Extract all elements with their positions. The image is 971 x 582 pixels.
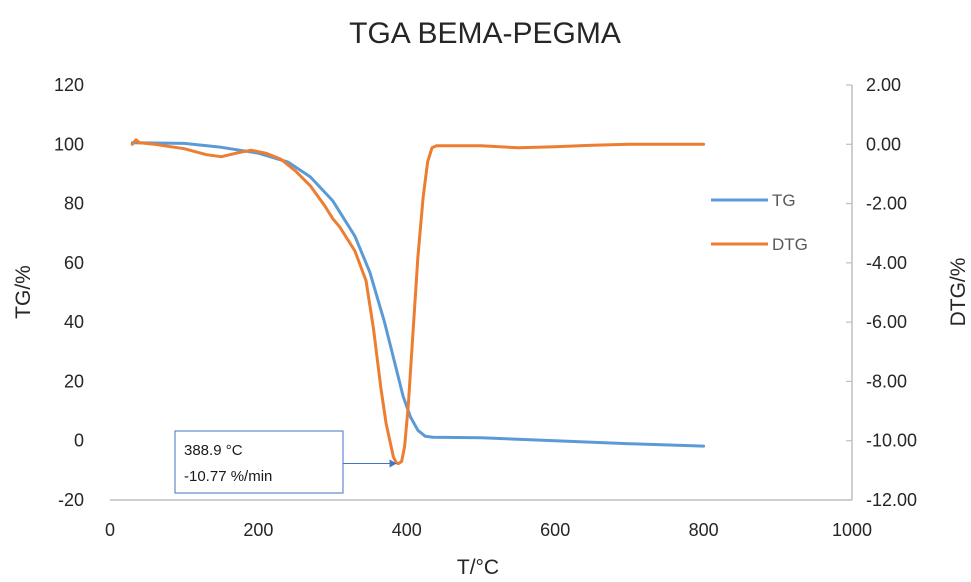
y2-tick-label: 2.00 <box>866 75 901 95</box>
axes <box>110 85 853 501</box>
y2-axis-title: DTG/% <box>947 258 970 327</box>
legend-label-dtg: DTG <box>772 235 808 254</box>
peak-annotation: 388.9 °C -10.77 %/min <box>174 430 397 494</box>
y-tick-label: 40 <box>64 312 84 332</box>
legend: TG DTG <box>711 191 808 254</box>
annotation-arrow-head <box>389 459 397 468</box>
y-tick-label: 120 <box>54 75 84 95</box>
y-tick-label: 20 <box>64 371 84 391</box>
y-tick-label: 100 <box>54 134 84 154</box>
y-axis-title: TG/% <box>12 265 35 319</box>
annotation-rate: -10.77 %/min <box>184 468 272 485</box>
x-tick-label: 400 <box>392 520 422 540</box>
annotation-temperature: 388.9 °C <box>184 442 243 459</box>
series-line-tg <box>130 141 706 448</box>
chart-title: TGA BEMA-PEGMA <box>349 17 621 50</box>
x-tick-label: 0 <box>105 520 115 540</box>
x-tick-label: 600 <box>540 520 570 540</box>
y-tick-label: -20 <box>58 490 84 510</box>
y-tick-label: 0 <box>74 431 84 451</box>
right-tick-labels: -12.00 -10.00 -8.00 -6.00 -4.00 -2.00 0.00 2.00 <box>846 75 917 510</box>
x-tick-labels: 0 200 400 600 800 1000 <box>105 520 872 540</box>
y-tick-label: 60 <box>64 253 84 273</box>
legend-label-tg: TG <box>772 191 796 210</box>
y2-tick-label: -8.00 <box>866 371 907 391</box>
y2-tick-label: 0.00 <box>866 134 901 154</box>
y2-tick-label: -12.00 <box>866 490 917 510</box>
left-tick-labels: -20 0 20 40 60 80 100 120 <box>54 75 84 510</box>
annotation-box <box>174 430 344 494</box>
x-tick-label: 1000 <box>832 520 872 540</box>
x-tick-label: 200 <box>243 520 273 540</box>
y2-tick-label: -10.00 <box>866 431 917 451</box>
series-group <box>130 138 706 465</box>
y-tick-label: 80 <box>64 194 84 214</box>
x-tick-label: 800 <box>689 520 719 540</box>
y2-tick-label: -2.00 <box>866 194 907 214</box>
series-line-dtg <box>130 138 706 465</box>
x-axis-title: T/°C <box>457 556 499 579</box>
y2-tick-label: -6.00 <box>866 312 907 332</box>
y2-tick-label: -4.00 <box>866 253 907 273</box>
